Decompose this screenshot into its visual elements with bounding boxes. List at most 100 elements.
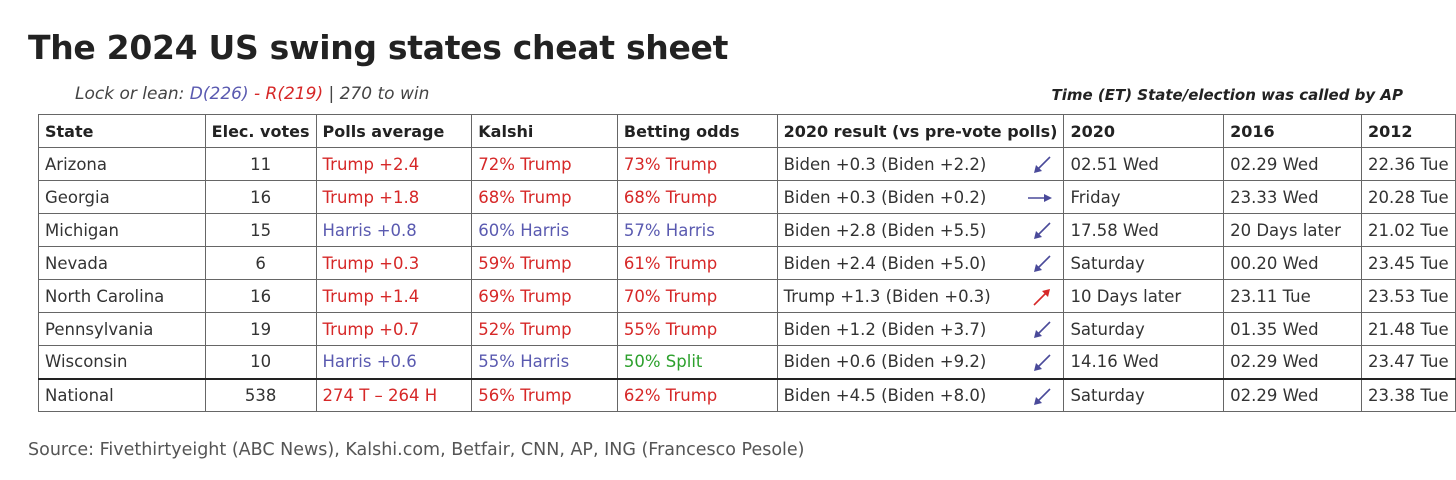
table-cell: 73% Trump [616,147,778,181]
table-cell: 20.28 Tue [1360,180,1456,214]
arrow-icon [1033,289,1051,306]
table-cell: Trump +1.8 [315,180,473,214]
subtitle-rest: | 270 to win [328,84,430,104]
column-header: 2012 [1360,114,1456,148]
table-cell: Wisconsin [38,345,206,379]
arrow-icon [1028,194,1053,202]
table-cell: Saturday [1063,312,1225,346]
table-cell: 60% Harris [471,213,618,247]
table-row: Pennsylvania 19 Trump +0.7 52% Trump 55% Tru… [38,312,1456,346]
table-row: Arizona 11 Trump +2.4 72% Trump 73% Trump Bid… [38,147,1456,181]
table-cell: 01.35 Wed [1223,312,1362,346]
table-row: National 538 274 T – 264 H 56% Trump 62% Tru… [38,377,1456,412]
table-cell: Georgia [38,180,206,214]
table-cell: Pennsylvania [38,312,206,346]
table-cell: 02.29 Wed [1223,345,1362,379]
table-cell: 52% Trump [471,312,618,346]
table-cell: 274 T – 264 H [315,377,473,412]
table-cell: 538 [204,377,317,412]
column-header: Polls average [315,114,473,148]
table-cell: Biden +0.3 (Biden +2.2) [776,147,1065,181]
table-cell: 61% Trump [616,246,778,280]
table-cell: Harris +0.6 [315,345,473,379]
table-cell: Saturday [1063,246,1225,280]
table-cell: Michigan [38,213,206,247]
table-cell: Trump +0.3 [315,246,473,280]
table-cell: 62% Trump [616,377,778,412]
table-cell: 10 [204,345,317,379]
table-cell: 69% Trump [471,279,618,313]
source: Source: Fivethirtyeight (ABC News), Kals… [28,440,805,460]
table-cell: 23.45 Tue [1360,246,1456,280]
table-cell: 50% Split [616,345,778,379]
arrow-icon [1034,156,1052,173]
header-row: State Elec. votes Polls average Kalshi Betti… [38,114,1456,148]
dem-count: D(226) [189,84,249,104]
table-cell: Friday [1063,180,1225,214]
table-cell: 16 [204,279,317,313]
table-cell: 59% Trump [471,246,618,280]
table-cell: Biden +0.3 (Biden +0.2) [776,180,1065,214]
cell-text: Biden +0.6 (Biden +9.2) [783,352,987,372]
column-header: Betting odds [616,114,778,148]
rep-count: R(219) [265,84,324,104]
table-cell: 23.47 Tue [1360,345,1456,379]
cell-text: Biden +4.5 (Biden +8.0) [783,385,987,405]
table-cell: 20 Days later [1223,213,1362,247]
cell-text: Biden +2.8 (Biden +5.5) [783,220,987,240]
table-cell: 21.02 Tue [1360,213,1456,247]
column-header: Kalshi [471,114,618,148]
cell-text: Biden +1.2 (Biden +3.7) [783,319,987,339]
table-cell: 10 Days later [1063,279,1225,313]
table-cell: Trump +1.4 [315,279,473,313]
table-cell: 57% Harris [616,213,778,247]
table-cell: National [38,377,206,412]
arrow-icon [1034,354,1052,371]
arrow-icon [1034,222,1052,239]
table-cell: 11 [204,147,317,181]
table-cell: 55% Harris [471,345,618,379]
table-cell: 22.36 Tue [1360,147,1456,181]
table-cell: 23.53 Tue [1360,279,1456,313]
table-cell: 02.51 Wed [1063,147,1225,181]
cell-text: Biden +0.3 (Biden +2.2) [783,154,987,174]
table-row: North Carolina 16 Trump +1.4 69% Trump 70% T… [38,279,1456,313]
table-row: Nevada 6 Trump +0.3 59% Trump 61% Trump Biden… [38,246,1456,280]
table-cell: Biden +4.5 (Biden +8.0) [776,377,1065,412]
table-cell: 56% Trump [471,377,618,412]
table-cell: 21.48 Tue [1360,312,1456,346]
table-cell: 19 [204,312,317,346]
table-cell: 02.29 Wed [1223,377,1362,412]
table-cell: Biden +2.4 (Biden +5.0) [776,246,1065,280]
table-cell: Trump +1.3 (Biden +0.3) [776,279,1065,313]
table-body: Arizona 11 Trump +2.4 72% Trump 73% Trump Bid… [38,147,1456,412]
table-cell: 23.38 Tue [1360,377,1456,412]
table-cell: Trump +2.4 [315,147,473,181]
table-cell: Biden +2.8 (Biden +5.5) [776,213,1065,247]
column-header: 2020 [1063,114,1225,148]
table-cell: 14.16 Wed [1063,345,1225,379]
table-cell: 68% Trump [616,180,778,214]
table-row: Wisconsin 10 Harris +0.6 55% Harris 50% Spli… [38,345,1456,379]
table-wrap: State Elec. votes Polls average Kalshi Betti… [38,114,1456,412]
arrow-icon [1034,255,1052,272]
note: Time (ET) State/election was called by A… [1051,86,1403,104]
table-cell: Trump +0.7 [315,312,473,346]
table-cell: 15 [204,213,317,247]
table-cell: Arizona [38,147,206,181]
cell-text: Biden +0.3 (Biden +0.2) [783,187,987,207]
column-header: 2020 result (vs pre-vote polls) [776,114,1065,148]
subtitle-lead: Lock or lean: [75,84,185,104]
table-cell: 02.29 Wed [1223,147,1362,181]
separator: - [254,84,261,104]
table-cell: 72% Trump [471,147,618,181]
table-cell: 00.20 Wed [1223,246,1362,280]
column-header: 2016 [1223,114,1362,148]
table-cell: 16 [204,180,317,214]
table-cell: 55% Trump [616,312,778,346]
subtitle: Lock or lean: D(226) - R(219) | 270 to w… [75,84,429,104]
table-cell: 70% Trump [616,279,778,313]
table-cell: Nevada [38,246,206,280]
table-row: Georgia 16 Trump +1.8 68% Trump 68% Trump Bid… [38,180,1456,214]
